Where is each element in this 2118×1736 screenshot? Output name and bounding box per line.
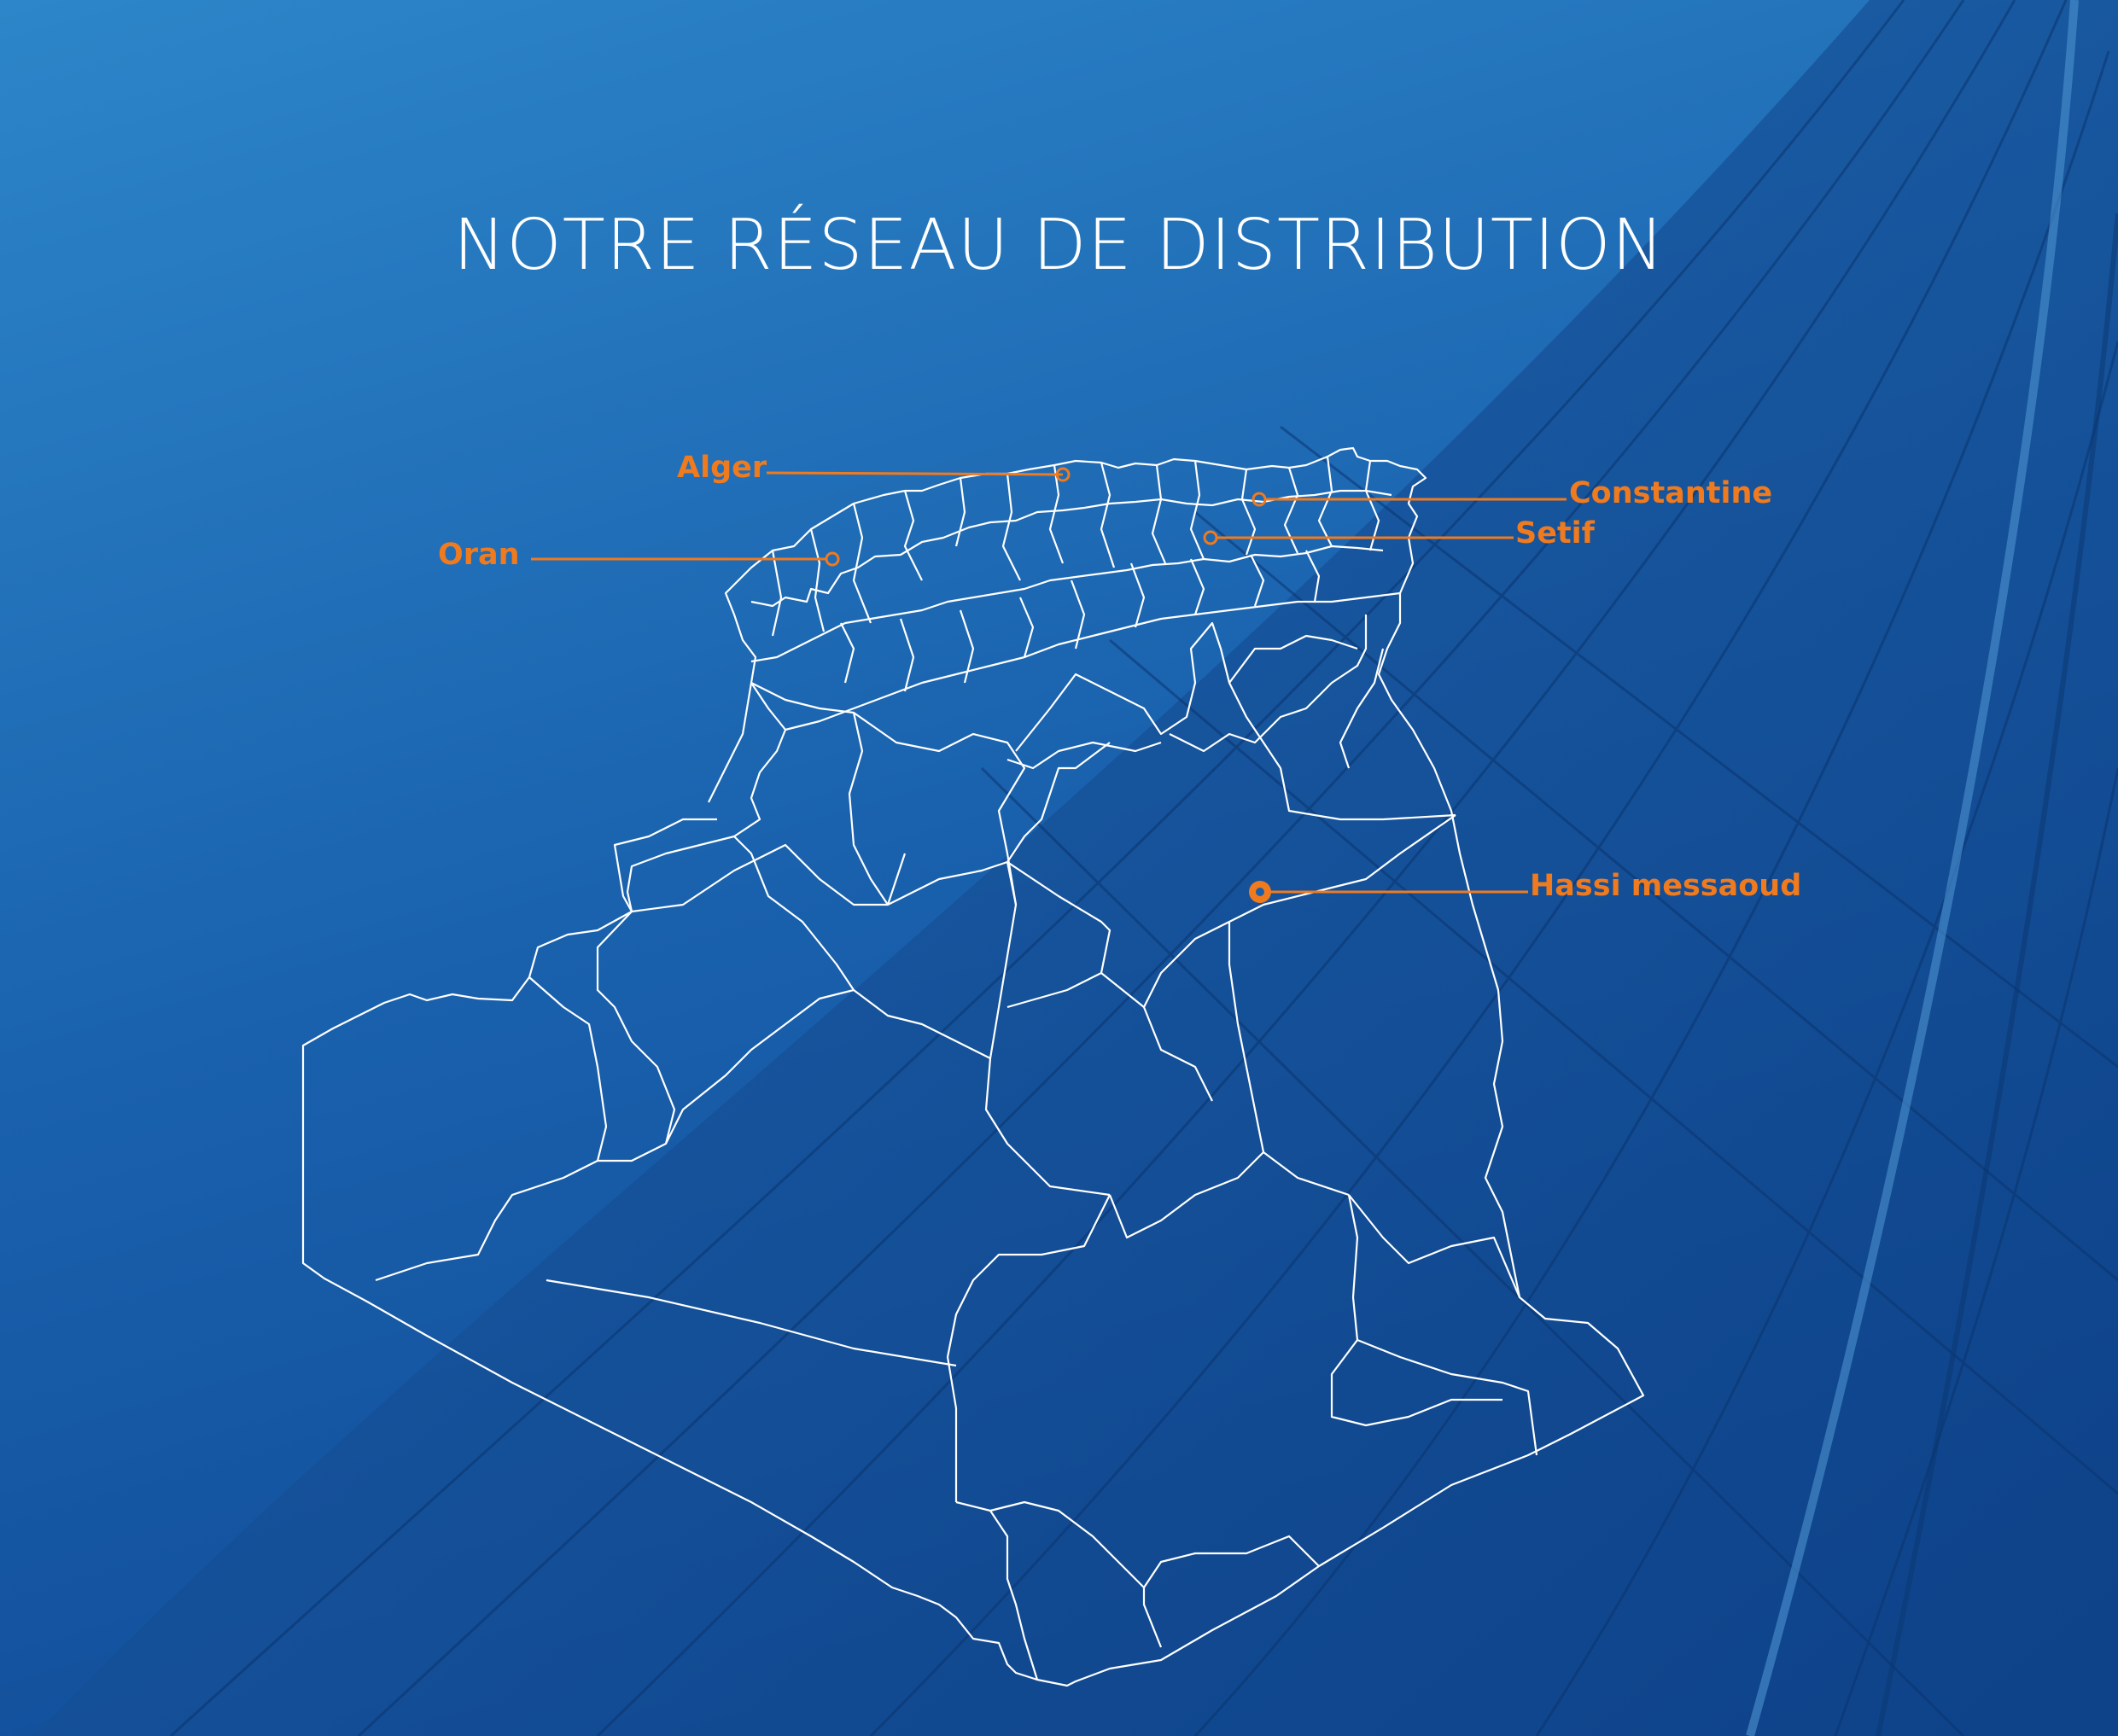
city-label-setif: Setif	[1515, 516, 1595, 551]
city-label-alger: Alger	[677, 451, 767, 485]
constantine-connector	[1252, 492, 1567, 507]
city-label-oran: Oran	[438, 538, 520, 572]
coast-wilaya-lines	[750, 489, 1392, 663]
oran-connector	[531, 551, 840, 567]
map-outlines	[301, 446, 1645, 1687]
oran-marker	[825, 551, 840, 567]
facade-lines	[169, 0, 2118, 1736]
alger-connector	[766, 467, 1071, 482]
city-connectors	[531, 467, 1567, 903]
mid-regions	[750, 615, 1456, 906]
south-regions	[631, 742, 1538, 1502]
city-label-constantine: Constantine	[1569, 476, 1773, 510]
country-outline	[301, 446, 1645, 1687]
setif-marker	[1203, 530, 1218, 545]
facade-highlight	[1746, 0, 2079, 1736]
sahara-regions	[546, 1279, 1320, 1681]
far-west-regions	[375, 682, 991, 1282]
facade-edge	[1876, 213, 2118, 1736]
alger-marker	[1055, 467, 1071, 482]
glass-facade	[34, 0, 2118, 1736]
north-grid-2	[785, 550, 1401, 731]
page-title: NOTRE RÉSEAU DE DISTRIBUTION	[452, 205, 1666, 286]
hassi-connector	[1249, 881, 1528, 903]
constantine-marker	[1252, 492, 1267, 507]
city-label-hassi-messaoud: Hassi messaoud	[1530, 869, 1802, 903]
setif-connector	[1203, 530, 1514, 545]
north-grid-1	[771, 456, 1380, 637]
